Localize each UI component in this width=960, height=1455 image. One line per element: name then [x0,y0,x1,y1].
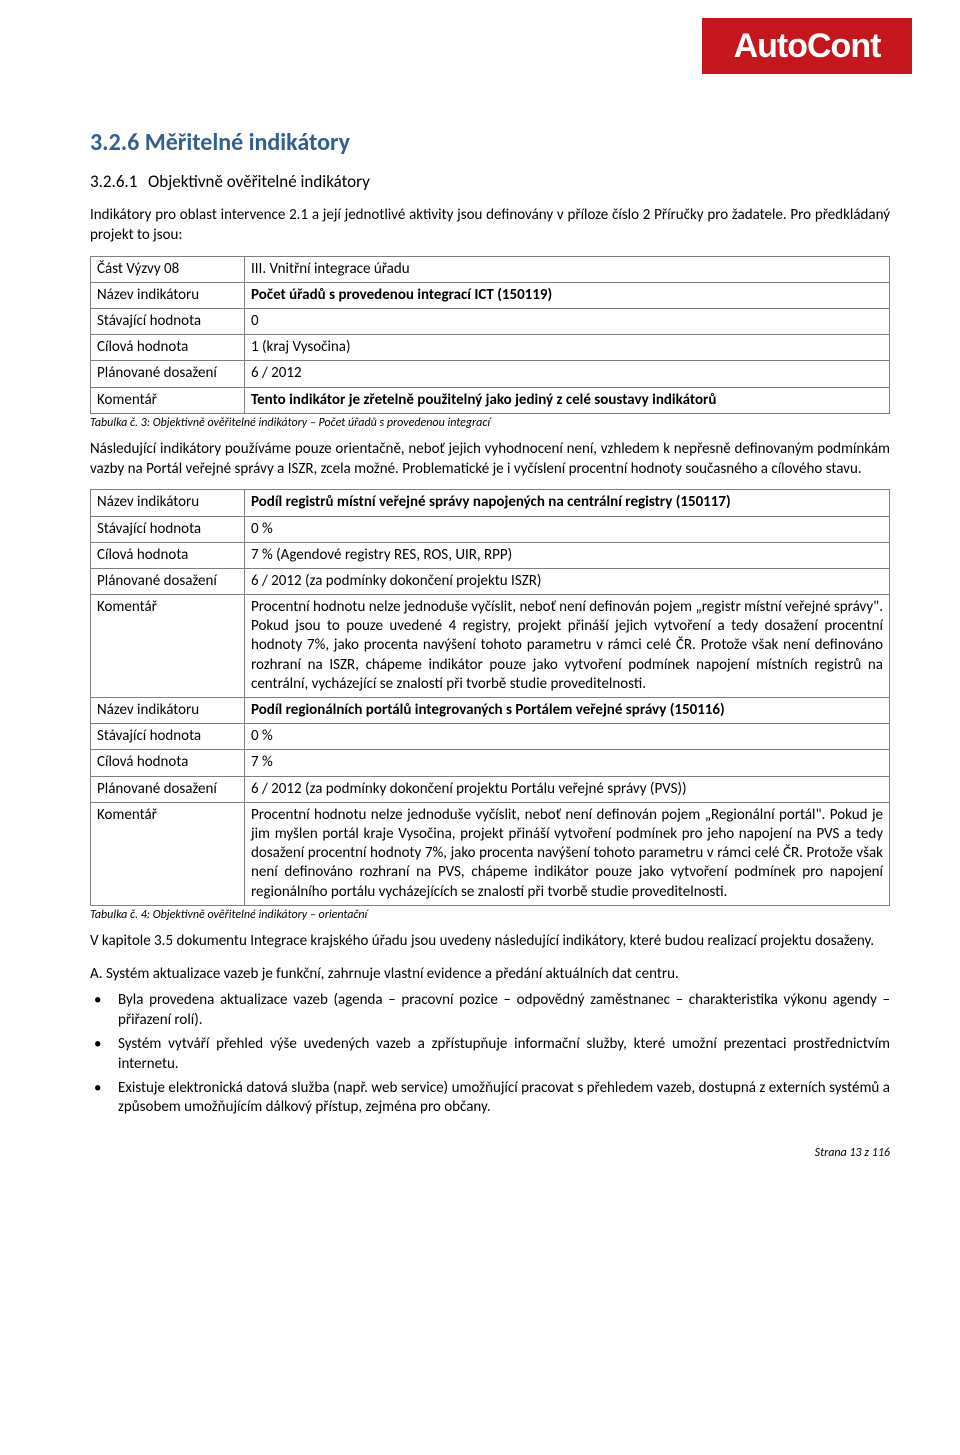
page-footer: Strana 13 z 116 [90,1146,890,1166]
row-value: Procentní hodnotu nelze jednoduše vyčísl… [245,802,890,905]
row-label: Název indikátoru [91,490,245,516]
table-row: KomentářProcentní hodnotu nelze jednoduš… [91,595,890,698]
row-value: 6 / 2012 (za podmínky dokončení projektu… [245,776,890,802]
table-row: KomentářProcentní hodnotu nelze jednoduš… [91,802,890,905]
heading-3-2-6: 3.2.6 Měřitelné indikátory [90,128,890,157]
row-label: Komentář [91,387,245,413]
table-indicators-2: Název indikátoruPodíl registrů místní ve… [90,489,890,905]
list-item: Byla provedena aktualizace vazeb (agenda… [90,991,890,1031]
row-label: Název indikátoru [91,282,245,308]
row-label: Stávající hodnota [91,308,245,334]
table-indicators-1: Část Výzvy 08III. Vnitřní integrace úřad… [90,256,890,414]
row-value: 0 % [245,516,890,542]
row-label: Komentář [91,802,245,905]
table-row: Cílová hodnota7 % (Agendové registry RES… [91,542,890,568]
row-value: 7 % (Agendové registry RES, ROS, UIR, RP… [245,542,890,568]
paragraph-after-t2: V kapitole 3.5 dokumentu Integrace krajs… [90,932,890,952]
row-label: Plánované dosažení [91,361,245,387]
heading-title: Objektivně ověřitelné indikátory [148,171,370,192]
row-value: 6 / 2012 [245,361,890,387]
table-row: Název indikátoruPodíl regionálních portá… [91,698,890,724]
table-1-caption: Tabulka č. 3: Objektivně ověřitelné indi… [90,416,890,430]
heading-3-2-6-1: 3.2.6.1Objektivně ověřitelné indikátory [90,171,890,192]
logo: AutoCont [702,18,912,74]
row-value: Podíl registrů místní veřejné správy nap… [245,490,890,516]
table-row: Cílová hodnota1 (kraj Vysočina) [91,335,890,361]
row-value: Tento indikátor je zřetelně použitelný j… [245,387,890,413]
sub-heading-a: A. Systém aktualizace vazeb je funkční, … [90,965,890,983]
row-label: Cílová hodnota [91,542,245,568]
row-label: Cílová hodnota [91,335,245,361]
table-row: Část Výzvy 08III. Vnitřní integrace úřad… [91,256,890,282]
row-value: 0 % [245,724,890,750]
row-value: Podíl regionálních portálů integrovaných… [245,698,890,724]
row-value: 1 (kraj Vysočina) [245,335,890,361]
row-value: III. Vnitřní integrace úřadu [245,256,890,282]
row-label: Plánované dosažení [91,568,245,594]
row-value: Počet úřadů s provedenou integrací ICT (… [245,282,890,308]
list-item: Existuje elektronická datová služba (nap… [90,1079,890,1119]
list-item: Systém vytváří přehled výše uvedených va… [90,1035,890,1075]
paragraph-after-t1: Následující indikátory používáme pouze o… [90,440,890,480]
table-row: Stávající hodnota0 % [91,516,890,542]
table-row: Plánované dosažení6 / 2012 (za podmínky … [91,776,890,802]
row-value: 7 % [245,750,890,776]
row-label: Stávající hodnota [91,516,245,542]
table-row: Název indikátoruPočet úřadů s provedenou… [91,282,890,308]
row-label: Komentář [91,595,245,698]
row-label: Cílová hodnota [91,750,245,776]
table-row: Cílová hodnota7 % [91,750,890,776]
table-row: Plánované dosažení6 / 2012 [91,361,890,387]
row-label: Název indikátoru [91,698,245,724]
row-label: Plánované dosažení [91,776,245,802]
page-number: Strana 13 z 116 [815,1146,890,1160]
row-label: Stávající hodnota [91,724,245,750]
row-value: 6 / 2012 (za podmínky dokončení projektu… [245,568,890,594]
heading-number: 3.2.6.1 [90,171,148,192]
logo-text: AutoCont [734,27,881,66]
table-row: Stávající hodnota0 % [91,724,890,750]
row-label: Část Výzvy 08 [91,256,245,282]
intro-paragraph: Indikátory pro oblast intervence 2.1 a j… [90,206,890,246]
row-value: 0 [245,308,890,334]
row-value: Procentní hodnotu nelze jednoduše vyčísl… [245,595,890,698]
table-row: Stávající hodnota0 [91,308,890,334]
table-2-caption: Tabulka č. 4: Objektivně ověřitelné indi… [90,908,890,922]
bullet-list: Byla provedena aktualizace vazeb (agenda… [90,991,890,1118]
table-row: Název indikátoruPodíl registrů místní ve… [91,490,890,516]
table-row: KomentářTento indikátor je zřetelně použ… [91,387,890,413]
table-row: Plánované dosažení6 / 2012 (za podmínky … [91,568,890,594]
